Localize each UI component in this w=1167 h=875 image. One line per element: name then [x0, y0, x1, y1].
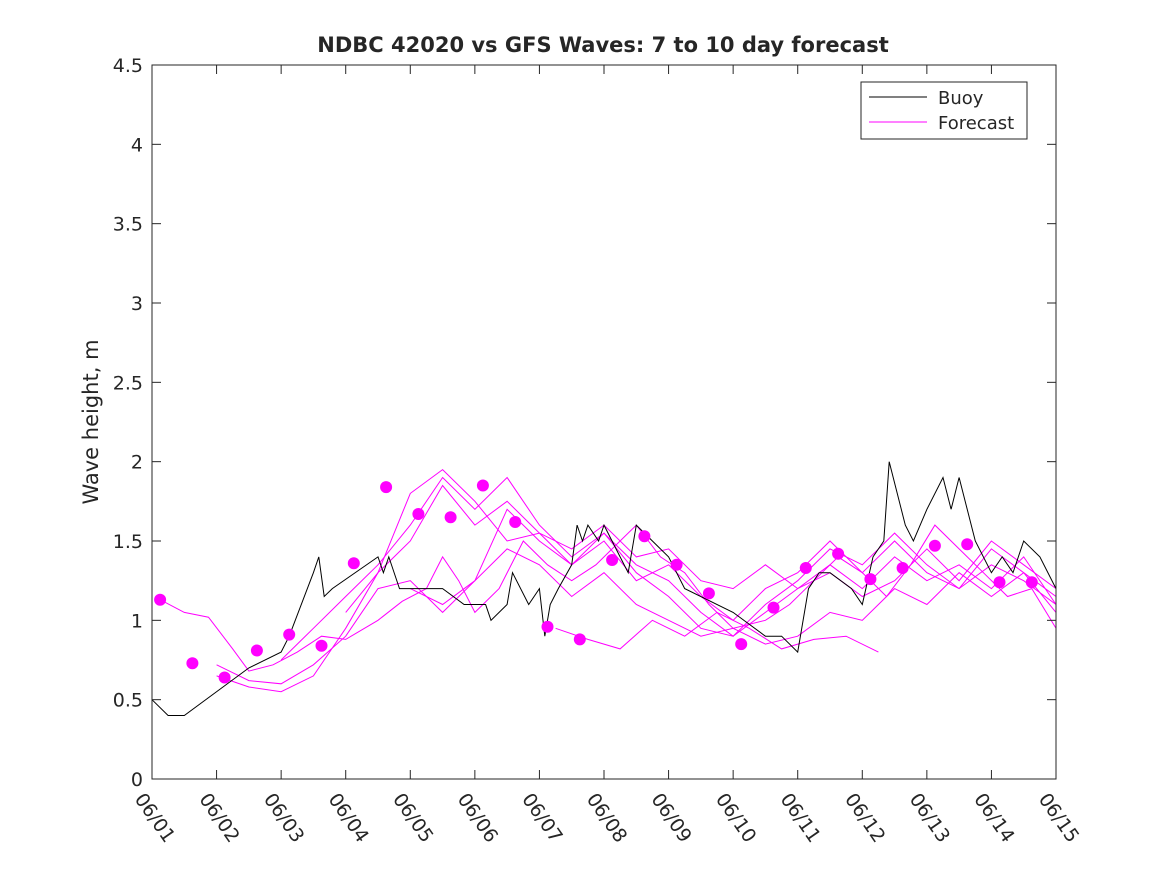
- legend-box: [860, 81, 1028, 140]
- y-tick-label: 4: [131, 134, 143, 156]
- series-line-buoy: [151, 461, 1057, 716]
- series-line-forecast: [216, 484, 1057, 693]
- forecast-marker: [832, 547, 845, 560]
- forecast-marker: [154, 593, 167, 606]
- y-tick-label: 2: [131, 452, 143, 474]
- forecast-marker: [993, 576, 1006, 589]
- forecast-marker: [380, 481, 393, 494]
- forecast-marker: [573, 633, 586, 646]
- y-tick-label: 0.5: [113, 690, 143, 712]
- forecast-marker: [638, 530, 651, 543]
- forecast-marker: [864, 573, 877, 586]
- forecast-marker: [1025, 576, 1038, 589]
- y-tick-label: 1: [131, 610, 143, 632]
- forecast-marker: [896, 562, 909, 574]
- y-tick-label: 0: [131, 769, 143, 791]
- y-tick-label: 4.5: [113, 55, 143, 77]
- series-line-forecast: [216, 508, 1057, 685]
- series-line-forecast: [280, 476, 1057, 661]
- series-line-forecast: [159, 524, 1057, 672]
- chart-title: NDBC 42020 vs GFS Waves: 7 to 10 day for…: [317, 33, 888, 57]
- plot-area: [152, 65, 1056, 779]
- forecast-marker: [961, 538, 974, 551]
- forecast-marker: [250, 644, 263, 657]
- y-axis: 0 0.5 1 1.5 2 2.5 3 3.5 4 4.5: [113, 55, 1056, 791]
- forecast-marker: [541, 620, 554, 633]
- series-layer: [151, 461, 1057, 716]
- forecast-marker: [186, 657, 199, 670]
- series-line-forecast: [345, 468, 1057, 613]
- y-axis-label: Wave height, m: [79, 339, 103, 504]
- legend-label-forecast: Forecast: [938, 113, 1014, 134]
- y-tick-label: 1.5: [113, 531, 143, 553]
- forecast-marker: [799, 562, 812, 574]
- forecast-marker: [315, 639, 328, 652]
- forecast-marker: [218, 671, 231, 684]
- forecast-marker: [702, 587, 715, 600]
- forecast-marker: [928, 539, 941, 552]
- forecast-marker: [412, 508, 425, 520]
- forecast-marker: [444, 511, 457, 524]
- forecast-marker: [476, 479, 489, 492]
- forecast-marker: [509, 516, 522, 528]
- forecast-marker: [767, 601, 780, 614]
- legend: Buoy Forecast: [860, 81, 1028, 140]
- legend-label-buoy: Buoy: [938, 88, 984, 109]
- y-tick-label: 3.5: [113, 214, 143, 236]
- forecast-marker: [347, 557, 360, 570]
- forecast-marker: [735, 638, 748, 651]
- y-tick-label: 3: [131, 293, 143, 315]
- forecast-marker: [606, 554, 619, 566]
- forecast-marker: [283, 628, 296, 641]
- y-tick-label: 2.5: [113, 372, 143, 394]
- forecast-marker: [670, 558, 683, 571]
